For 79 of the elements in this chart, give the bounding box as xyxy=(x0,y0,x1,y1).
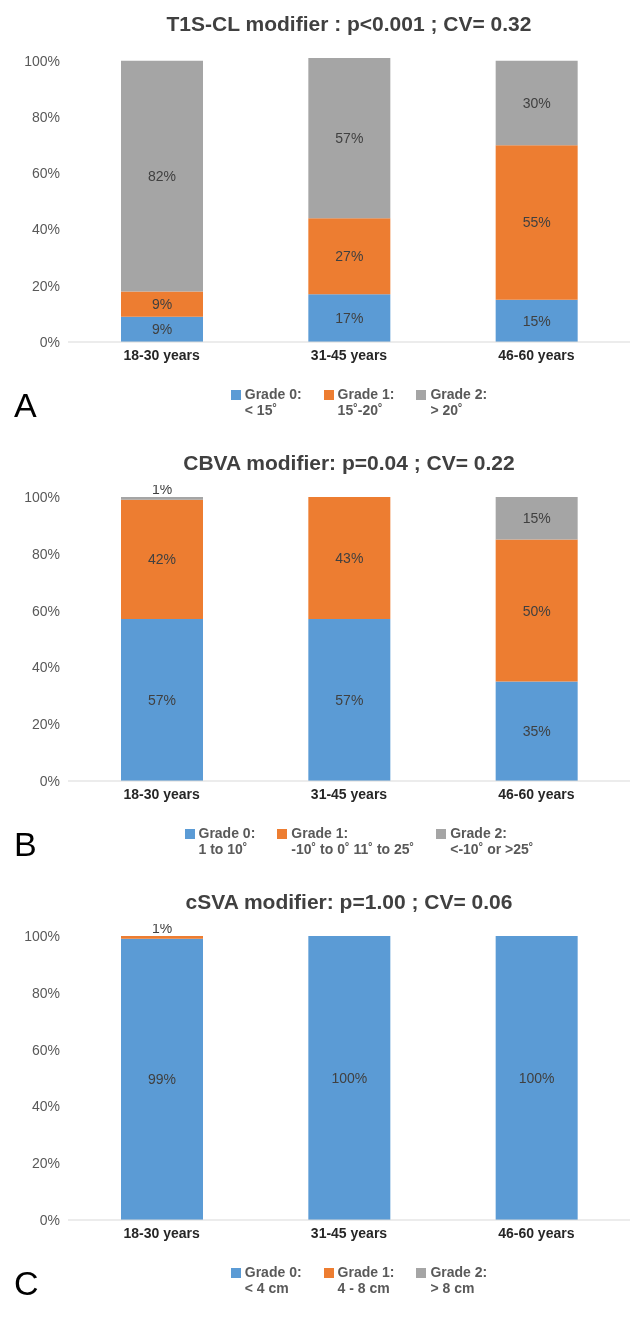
y-tick-label: 60% xyxy=(31,165,60,182)
y-tick-label: 20% xyxy=(31,716,60,733)
legend-label: Grade 0: < 15˚ xyxy=(244,386,302,418)
x-tick-label: 31-45 years xyxy=(310,1224,388,1241)
x-tick-label: 18-30 years xyxy=(123,1224,201,1241)
text: A xyxy=(14,386,37,425)
bar xyxy=(308,294,391,342)
data-label: 82% xyxy=(147,168,177,185)
data-label: 27% xyxy=(335,248,364,265)
y-tick-label: 40% xyxy=(31,221,60,238)
bar xyxy=(308,619,391,781)
y-tick-label: 40% xyxy=(31,659,60,676)
chart-title: cSVA modifier: p=1.00 ; CV= 0.06 xyxy=(185,890,513,913)
y-tick-label: 0% xyxy=(39,772,60,789)
bar xyxy=(121,291,203,317)
data-label: 57% xyxy=(335,130,364,147)
y-tick-label: 0% xyxy=(39,333,60,350)
data-label: 9% xyxy=(151,296,173,313)
y-tick-label: 80% xyxy=(31,984,60,1001)
data-label: 9% xyxy=(151,321,173,338)
x-tick-label: 46-60 years xyxy=(498,1224,575,1241)
y-tick-label: 20% xyxy=(31,1155,60,1172)
bar xyxy=(121,60,203,292)
bar xyxy=(495,60,578,146)
x-tick-label: 46-60 years xyxy=(498,346,575,363)
legend-label: Grade 1: -10˚ to 0˚ 11˚ to 25˚ xyxy=(291,825,415,857)
x-tick-label: 31-45 years xyxy=(310,785,388,802)
x-tick-label: 18-30 years xyxy=(123,785,201,802)
bar xyxy=(495,299,578,342)
legend-label: Grade 1: 4 - 8 cm xyxy=(337,1264,395,1296)
text: B xyxy=(14,825,37,864)
legend-label: Grade 2: > 20˚ xyxy=(430,386,488,418)
bar xyxy=(121,499,203,620)
text: C xyxy=(14,1264,39,1303)
data-label: 1% xyxy=(151,481,173,497)
legend-label: Grade 2: <-10˚ or >25˚ xyxy=(450,825,534,857)
y-tick-label: 20% xyxy=(31,277,60,294)
y-tick-label: 100% xyxy=(24,488,60,505)
bar xyxy=(495,497,578,540)
y-tick-label: 100% xyxy=(24,52,60,69)
data-label: 55% xyxy=(522,214,551,231)
data-label: 100% xyxy=(331,1070,368,1086)
data-label: 1% xyxy=(151,920,173,936)
legend-label: Grade 0: < 4 cm xyxy=(244,1264,302,1296)
y-tick-label: 100% xyxy=(24,927,60,944)
data-label: 57% xyxy=(147,692,177,709)
data-label: 100% xyxy=(518,1070,555,1086)
y-tick-label: 60% xyxy=(31,1041,60,1058)
bar xyxy=(121,619,203,781)
x-tick-label: 18-30 years xyxy=(123,346,201,363)
bar xyxy=(495,145,578,300)
legend-label: Grade 0: 1 to 10˚ xyxy=(198,825,256,857)
data-label: 15% xyxy=(522,510,551,527)
y-tick-label: 0% xyxy=(39,1211,60,1228)
y-tick-label: 40% xyxy=(31,1098,60,1115)
bar xyxy=(308,218,391,295)
data-label: 43% xyxy=(335,550,364,567)
data-label: 42% xyxy=(147,551,177,568)
data-label: 15% xyxy=(522,312,551,329)
chart-title: T1S-CL modifier : p<0.001 ; CV= 0.32 xyxy=(165,11,533,37)
chart-title: CBVA modifier: p=0.04 ; CV= 0.22 xyxy=(183,451,515,474)
y-tick-label: 60% xyxy=(31,602,60,619)
y-tick-label: 80% xyxy=(31,545,60,562)
legend-label: Grade 1: 15˚-20˚ xyxy=(337,386,395,418)
y-tick-label: 80% xyxy=(31,109,60,126)
bar xyxy=(308,58,391,219)
legend-label: Grade 2: > 8 cm xyxy=(430,1264,488,1296)
bar xyxy=(495,539,578,682)
data-label: 57% xyxy=(335,692,364,709)
x-tick-label: 46-60 years xyxy=(498,785,575,802)
x-tick-label: 31-45 years xyxy=(310,346,388,363)
data-label: 99% xyxy=(147,1071,177,1088)
bar xyxy=(121,497,203,500)
data-label: 35% xyxy=(522,723,551,740)
data-label: 30% xyxy=(522,94,551,111)
data-label: 17% xyxy=(335,310,364,327)
bar xyxy=(308,497,391,620)
data-label: 50% xyxy=(522,602,551,619)
bar xyxy=(495,681,578,781)
